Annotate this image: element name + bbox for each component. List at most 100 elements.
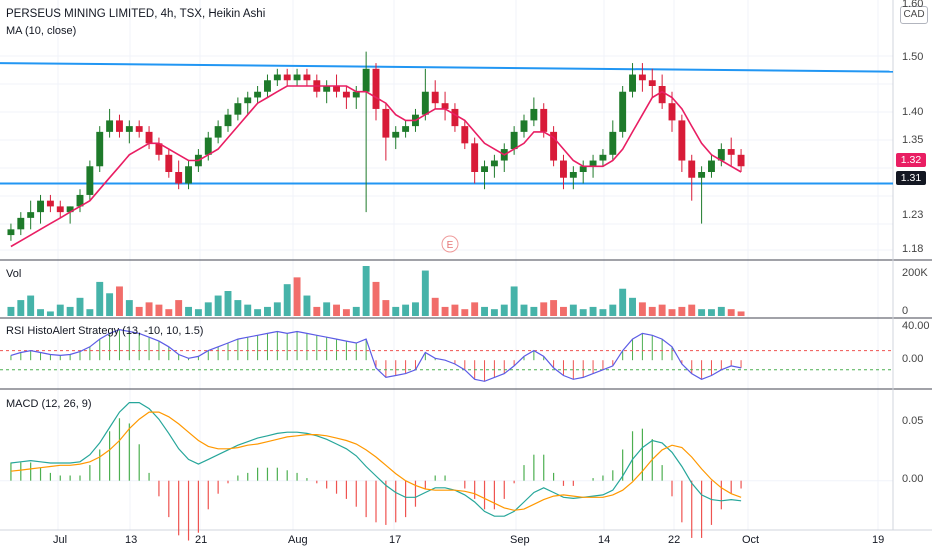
volume-bar (175, 300, 183, 316)
volume-bar (323, 302, 331, 316)
candle-body (106, 120, 114, 132)
gridlines-layer (0, 0, 893, 530)
volume-bar (46, 311, 54, 316)
macd-tick: 0.00 (902, 473, 924, 485)
last-price-tag: 1.32 (896, 153, 926, 167)
candle-body (66, 206, 74, 213)
time-tick: 14 (598, 534, 611, 546)
candle-body (352, 91, 360, 98)
candle-body (273, 74, 281, 81)
candle-body (382, 108, 390, 138)
volume-bar (737, 311, 745, 316)
channel-upper-line (0, 62, 894, 73)
volume-bars[interactable] (7, 266, 745, 316)
volume-bar (530, 306, 538, 316)
volume-bar (451, 304, 459, 316)
channel-lines[interactable] (0, 62, 894, 185)
rsi-histogram[interactable] (10, 329, 742, 382)
volume-bar (56, 304, 64, 316)
volume-bar (165, 309, 173, 316)
candle-body (638, 74, 646, 81)
earnings-marker[interactable]: E (441, 235, 459, 253)
candle-body (234, 103, 242, 115)
candle-body (224, 114, 232, 127)
volume-bar (264, 306, 271, 316)
earnings-marker-text: E (447, 240, 454, 251)
candle-body (56, 206, 64, 213)
volume-bar (648, 306, 656, 316)
volume-bar (96, 281, 104, 316)
macd-histogram[interactable] (10, 418, 742, 541)
volume-bar (569, 304, 577, 316)
volume-bar (619, 288, 627, 316)
candle-body (619, 91, 627, 132)
candle-body (17, 217, 25, 230)
volume-bar (234, 300, 242, 316)
currency-button[interactable]: CAD (900, 6, 928, 24)
panel-dividers (0, 0, 932, 531)
volume-bar (441, 306, 449, 316)
candle-body (165, 154, 173, 172)
candle-body (27, 212, 35, 218)
volume-bar (402, 304, 410, 316)
rsi-tick: 0.00 (902, 353, 924, 365)
volume-bar (125, 300, 133, 316)
candle-body (530, 108, 538, 121)
candle-body (648, 80, 656, 86)
candle-body (204, 137, 212, 155)
time-tick: 19 (872, 534, 885, 546)
volume-bar (293, 277, 301, 316)
volume-bar (698, 309, 706, 316)
volume-bar (76, 297, 84, 316)
volume-bar (382, 300, 390, 316)
volume-bar (688, 304, 696, 316)
candle-body (540, 108, 548, 132)
candle-body (510, 131, 518, 150)
candle-body (717, 149, 725, 161)
volume-bar (727, 309, 735, 316)
volume-bar (550, 300, 558, 316)
volume-bar (471, 302, 479, 316)
volume-bar (303, 295, 311, 316)
volume-bar (658, 304, 666, 316)
volume-legend: Vol (6, 268, 22, 280)
volume-bar (106, 293, 114, 316)
volume-bar (421, 270, 429, 316)
volume-bar (708, 309, 715, 316)
candle-body (125, 126, 133, 132)
volume-bar (342, 309, 350, 316)
macd-line[interactable] (10, 402, 742, 517)
volume-bar (313, 306, 321, 316)
volume-bar (490, 309, 498, 316)
volume-bar (461, 309, 469, 316)
candle-body (668, 103, 676, 121)
chart-title: PERSEUS MINING LIMITED, 4h, TSX, Heikin … (6, 8, 266, 20)
candle-body (708, 160, 715, 172)
candle-body (135, 126, 143, 132)
candle-body (303, 74, 311, 81)
candle-body (372, 68, 380, 109)
time-tick: Sep (510, 534, 530, 546)
volume-bar (155, 304, 163, 316)
candle-body (451, 108, 459, 127)
price-tick: 1.18 (902, 243, 924, 255)
candles-layer[interactable] (7, 51, 745, 241)
candle-body (727, 149, 735, 155)
rsi-line[interactable] (10, 328, 742, 382)
signal-line[interactable] (10, 411, 742, 511)
candle-body (520, 120, 528, 132)
candle-body (678, 120, 686, 161)
candle-body (461, 126, 469, 144)
candle-body (145, 131, 153, 144)
volume-bar (116, 286, 123, 316)
volume-bar (17, 300, 25, 316)
candle-body (185, 166, 192, 184)
volume-bar (372, 281, 380, 316)
candle-body (214, 126, 222, 138)
volume-bar (224, 291, 232, 316)
moving-average-line[interactable] (10, 85, 742, 248)
candle-body (441, 103, 449, 109)
candle-body (481, 166, 488, 172)
volume-bar (678, 306, 686, 316)
